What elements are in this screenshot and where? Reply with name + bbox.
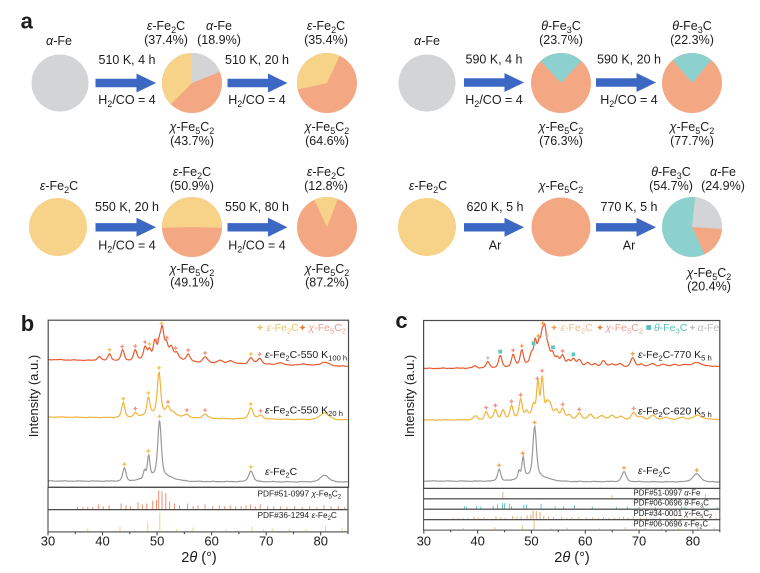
svg-text:PDF#34-0001 χ-Fe5C2: PDF#34-0001 χ-Fe5C2 <box>634 509 713 520</box>
svg-text:(37.4%): (37.4%) <box>144 33 188 47</box>
svg-text:50: 50 <box>524 534 538 549</box>
svg-text:PDF#51-0997 χ-Fe5C2: PDF#51-0997 χ-Fe5C2 <box>258 488 342 500</box>
svg-text:α-Fe: α-Fe <box>206 19 232 33</box>
svg-text:ε-Fe2C: ε-Fe2C <box>147 19 185 35</box>
svg-text:(50.9%): (50.9%) <box>170 179 214 193</box>
svg-text:H2/CO = 4: H2/CO = 4 <box>228 93 286 109</box>
svg-text:H2/CO = 4: H2/CO = 4 <box>98 239 156 255</box>
svg-text:ε-Fe2C-550 K100 h: ε-Fe2C-550 K100 h <box>265 349 347 363</box>
svg-text:ε-Fe2C-550 K20 h: ε-Fe2C-550 K20 h <box>265 405 343 419</box>
svg-text:510 K, 4 h: 510 K, 4 h <box>99 53 156 67</box>
svg-text:χ-Fe5C2: χ-Fe5C2 <box>169 262 215 278</box>
svg-text:θ-Fe3C: θ-Fe3C <box>541 19 581 35</box>
svg-text:2θ (°): 2θ (°) <box>181 550 216 566</box>
svg-text:590 K, 4 h: 590 K, 4 h <box>466 53 523 67</box>
svg-text:60: 60 <box>204 534 218 549</box>
svg-text:PDF#36-1294 ε-Fe2C: PDF#36-1294 ε-Fe2C <box>258 510 337 522</box>
svg-text:θ-Fe3C: θ-Fe3C <box>651 165 691 181</box>
svg-text:Intensity (a.u.): Intensity (a.u.) <box>26 355 41 437</box>
svg-text:(18.9%): (18.9%) <box>197 33 241 47</box>
svg-text:(54.7%): (54.7%) <box>649 179 693 193</box>
svg-text:χ-Fe5C2: χ-Fe5C2 <box>304 120 350 136</box>
svg-text:b: b <box>21 311 34 336</box>
svg-text:ε-Fe2C: ε-Fe2C <box>265 466 298 480</box>
svg-text:(49.1%): (49.1%) <box>170 276 214 290</box>
svg-text:Ar: Ar <box>489 239 502 253</box>
svg-text:50: 50 <box>150 534 164 549</box>
svg-text:(22.3%): (22.3%) <box>670 33 714 47</box>
svg-text:Intensity (a.u.): Intensity (a.u.) <box>402 355 417 437</box>
svg-text:H2/CO = 4: H2/CO = 4 <box>98 93 156 109</box>
svg-text:χ-Fe5C2: χ-Fe5C2 <box>605 322 644 336</box>
svg-text:Ar: Ar <box>623 239 636 253</box>
svg-text:ε-Fe2C-620 K5 h: ε-Fe2C-620 K5 h <box>638 406 712 420</box>
svg-text:770 K, 5 h: 770 K, 5 h <box>601 200 658 214</box>
svg-text:70: 70 <box>259 534 273 549</box>
svg-text:α-Fe: α-Fe <box>46 34 72 48</box>
svg-text:PDF#06-0696 θ-Fe3C: PDF#06-0696 θ-Fe3C <box>634 499 710 510</box>
svg-text:80: 80 <box>686 534 700 549</box>
svg-text:40: 40 <box>95 534 109 549</box>
svg-text:590 K, 20 h: 590 K, 20 h <box>597 53 661 67</box>
svg-text:30: 30 <box>41 534 55 549</box>
svg-text:30: 30 <box>417 534 431 549</box>
svg-text:ε-Fe2C: ε-Fe2C <box>40 179 78 195</box>
svg-text:(77.7%): (77.7%) <box>670 134 714 148</box>
svg-text:α-Fe: α-Fe <box>710 165 736 179</box>
svg-text:H2/CO = 4: H2/CO = 4 <box>228 239 286 255</box>
svg-text:(64.6%): (64.6%) <box>305 134 349 148</box>
svg-text:H2/CO = 4: H2/CO = 4 <box>600 93 658 109</box>
svg-text:ε-Fe2C: ε-Fe2C <box>307 19 345 35</box>
svg-text:χ-Fe5C2: χ-Fe5C2 <box>169 120 215 136</box>
svg-text:(76.3%): (76.3%) <box>539 134 583 148</box>
svg-text:χ-Fe5C2: χ-Fe5C2 <box>669 120 715 136</box>
svg-text:θ-Fe3C: θ-Fe3C <box>654 322 688 336</box>
svg-text:620 K, 5 h: 620 K, 5 h <box>467 200 524 214</box>
svg-text:ε-Fe2C: ε-Fe2C <box>173 165 211 181</box>
svg-text:(87.2%): (87.2%) <box>305 276 349 290</box>
svg-text:ε-Fe2C: ε-Fe2C <box>409 179 447 195</box>
svg-text:χ-Fe5C2: χ-Fe5C2 <box>686 266 732 282</box>
svg-text:510 K, 20 h: 510 K, 20 h <box>225 53 289 67</box>
svg-text:(35.4%): (35.4%) <box>304 33 348 47</box>
svg-text:ε-Fe2C: ε-Fe2C <box>638 465 671 479</box>
svg-text:ε-Fe2C: ε-Fe2C <box>307 165 345 181</box>
svg-text:(23.7%): (23.7%) <box>539 33 583 47</box>
svg-text:ε-Fe2C: ε-Fe2C <box>561 322 594 336</box>
svg-text:ε-Fe2C: ε-Fe2C <box>267 322 300 336</box>
svg-text:70: 70 <box>632 534 646 549</box>
svg-text:H2/CO = 4: H2/CO = 4 <box>465 93 523 109</box>
svg-text:θ-Fe3C: θ-Fe3C <box>672 19 712 35</box>
svg-text:PDF#06-0696 ε-Fe2C: PDF#06-0696 ε-Fe2C <box>634 519 709 530</box>
svg-text:c: c <box>395 308 407 333</box>
svg-text:(20.4%): (20.4%) <box>687 280 731 294</box>
svg-text:a: a <box>21 9 34 34</box>
svg-text:χ-Fe5C2: χ-Fe5C2 <box>538 120 584 136</box>
svg-text:α-Fe: α-Fe <box>414 34 440 48</box>
svg-text:2θ (°): 2θ (°) <box>554 550 589 566</box>
svg-text:40: 40 <box>470 534 484 549</box>
svg-text:(12.8%): (12.8%) <box>304 179 348 193</box>
svg-text:α-Fe: α-Fe <box>698 322 720 334</box>
svg-text:χ-Fe5C2: χ-Fe5C2 <box>538 179 584 195</box>
svg-text:PDF#51-0997 α-Fe: PDF#51-0997 α-Fe <box>634 488 701 497</box>
svg-text:80: 80 <box>313 534 327 549</box>
svg-text:550 K, 80 h: 550 K, 80 h <box>225 200 289 214</box>
svg-text:60: 60 <box>578 534 592 549</box>
svg-text:(43.7%): (43.7%) <box>170 134 214 148</box>
svg-text:ε-Fe2C-770 K5 h: ε-Fe2C-770 K5 h <box>638 349 712 363</box>
svg-text:(24.9%): (24.9%) <box>701 179 745 193</box>
svg-text:χ-Fe5C2: χ-Fe5C2 <box>304 262 350 278</box>
svg-text:χ-Fe5C2: χ-Fe5C2 <box>308 322 347 336</box>
svg-text:550 K, 20 h: 550 K, 20 h <box>95 200 159 214</box>
